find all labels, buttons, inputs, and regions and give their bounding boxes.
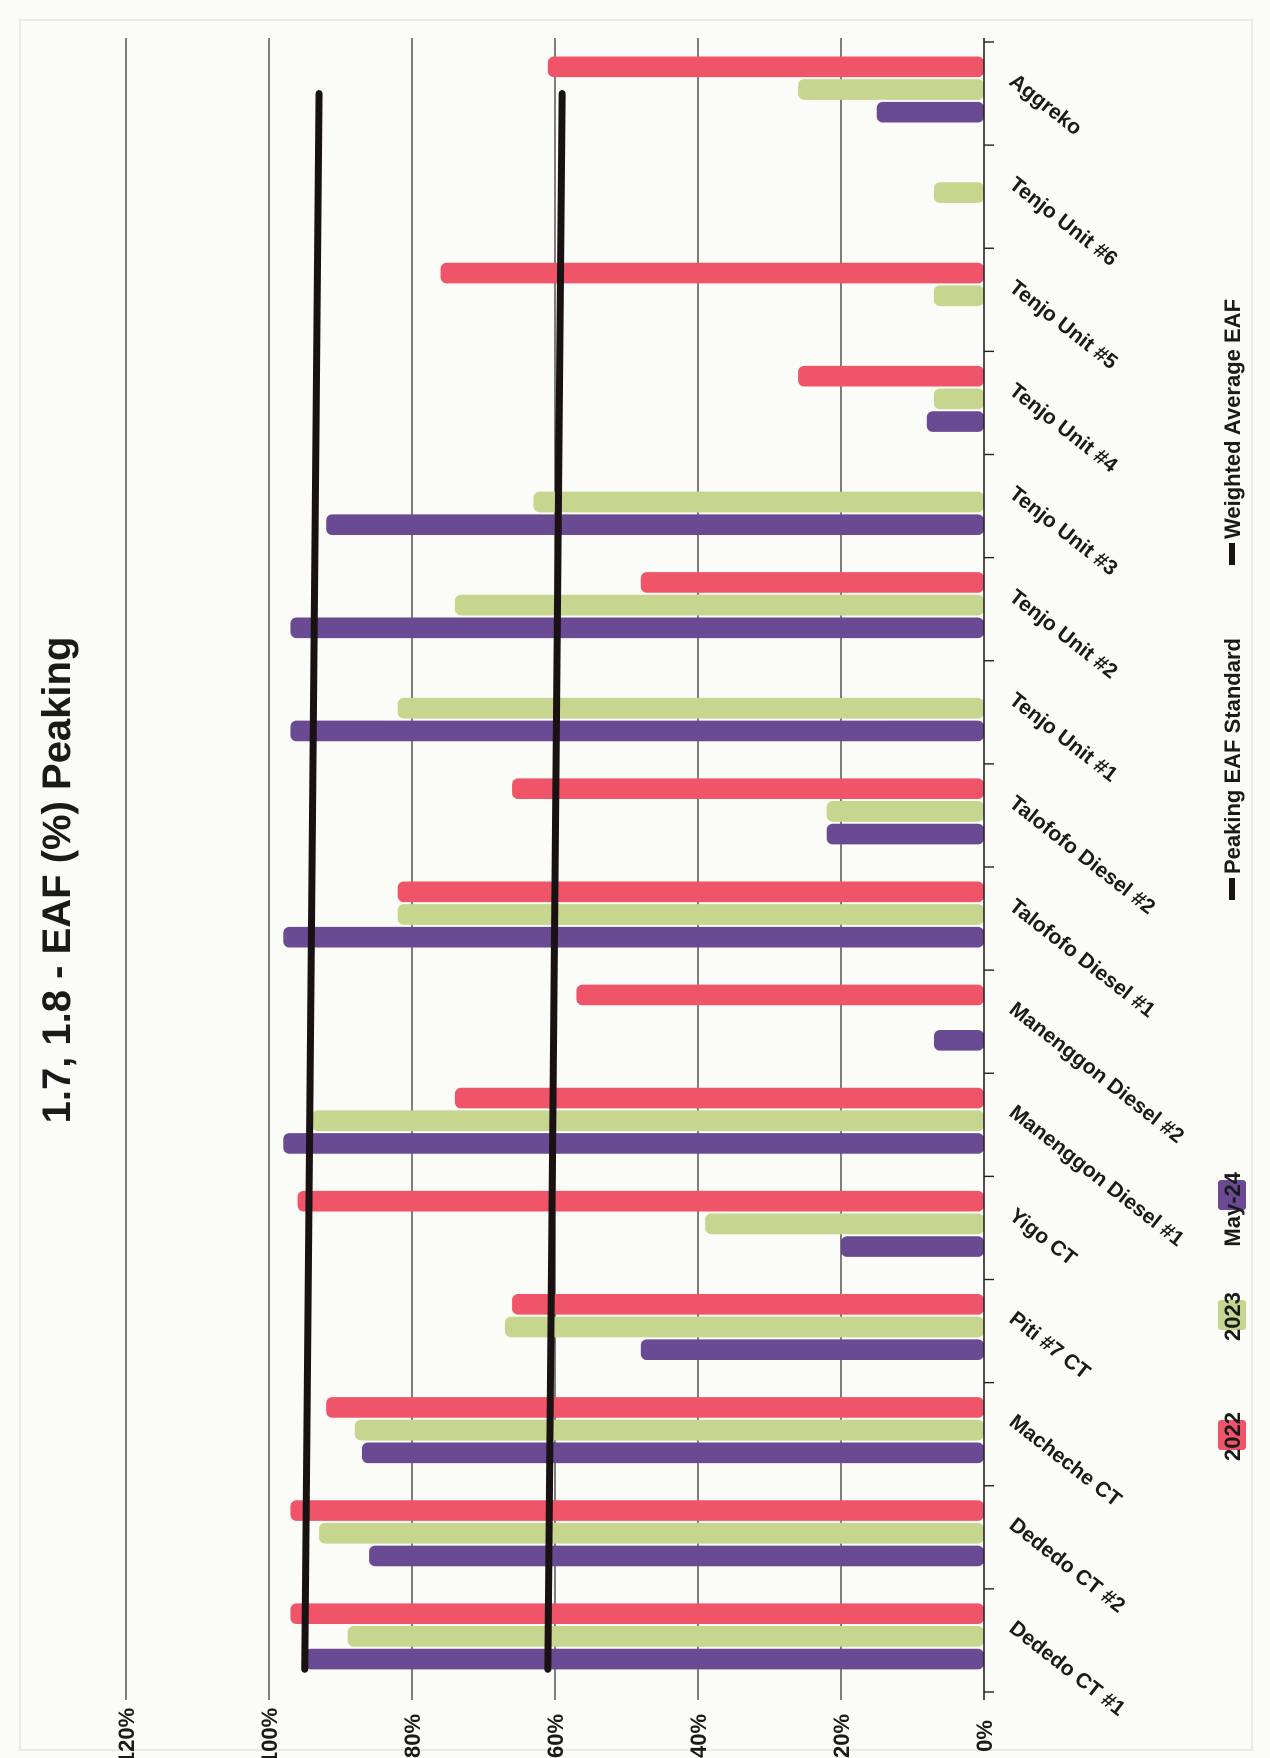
bar-2023-piti-7-ct — [504, 1316, 984, 1338]
bar-2023-tenjo-unit-1 — [397, 697, 984, 719]
bar-2023-yigo-ct — [705, 1213, 984, 1235]
bar-May-24-macheche-ct — [361, 1442, 984, 1464]
legend-label-line-1: Weighted Average EAF — [1220, 299, 1245, 539]
category-label: Tenjo Unit #3 — [1005, 482, 1122, 580]
bar-May-24-piti-7-ct — [640, 1339, 984, 1360]
category-label: Tenjo Unit #2 — [1005, 585, 1122, 683]
bar-2023-manenggon-diesel-1 — [311, 1110, 984, 1132]
bar-2023-talofofo-diesel-1 — [397, 904, 984, 925]
bar-2023-talofofo-diesel-2 — [826, 801, 984, 822]
bar-May-24-aggreko — [876, 101, 984, 123]
legend-label-2022: 2022 — [1220, 1412, 1245, 1461]
bar-2022-tenjo-unit-4 — [798, 365, 984, 387]
bar-2022-piti-7-ct — [512, 1293, 984, 1315]
bar-2022-manenggon-diesel-1 — [454, 1087, 984, 1109]
category-label: Tenjo Unit #1 — [1005, 688, 1122, 787]
legend-swatch-May-24 — [1218, 1180, 1246, 1210]
chart-title: 1.7, 1.8 - EAF (%) Peaking — [35, 637, 79, 1124]
line-peaking-eaf-standard — [301, 90, 323, 1673]
legend-label-line-0: Peaking EAF Standard — [1220, 638, 1245, 874]
bar-2022-aggreko — [547, 56, 984, 78]
tick-label-80: 80% — [400, 1714, 425, 1758]
bar-2022-dededo-ct-2 — [290, 1500, 984, 1521]
bar-May-24-yigo-ct — [841, 1236, 984, 1257]
category-label: Tenjo Unit #6 — [1005, 173, 1122, 271]
bar-2022-talofofo-diesel-1 — [397, 881, 984, 903]
bar-May-24-talofofo-diesel-2 — [826, 823, 984, 845]
line-weighted-average-eaf — [544, 90, 566, 1673]
bar-May-24-tenjo-unit-4 — [926, 411, 984, 432]
bar-2022-tenjo-unit-2 — [640, 572, 984, 593]
legend-label-2023: 2023 — [1220, 1292, 1245, 1341]
category-label: Dededo CT #1 — [1005, 1616, 1130, 1721]
category-label: Tenjo Unit #4 — [1005, 379, 1122, 478]
tick-label-40: 40% — [686, 1714, 711, 1758]
category-label: Dededo CT #2 — [1005, 1513, 1130, 1617]
bar-2023-tenjo-unit-6 — [933, 182, 984, 203]
bar-2022-tenjo-unit-5 — [440, 262, 985, 284]
legend-swatch-2023 — [1218, 1300, 1246, 1330]
bar-2023-tenjo-unit-3 — [533, 491, 984, 513]
bar-2022-yigo-ct — [297, 1190, 985, 1212]
bar-2023-dededo-ct-1 — [347, 1626, 984, 1647]
tick-label-20: 20% — [829, 1714, 854, 1758]
bar-2022-dededo-ct-1 — [290, 1603, 984, 1624]
bar-May-24-dededo-ct-2 — [369, 1545, 985, 1567]
bar-2023-tenjo-unit-4 — [933, 388, 984, 410]
category-label: Tenjo Unit #5 — [1005, 276, 1122, 375]
bar-2022-manenggon-diesel-2 — [576, 984, 984, 1006]
category-label: Macheche CT — [1005, 1410, 1126, 1512]
tick-label-100: 100% — [257, 1708, 282, 1758]
category-label: Aggreko — [1005, 69, 1086, 140]
category-label: Piti #7 CT — [1005, 1307, 1095, 1384]
bar-May-24-tenjo-unit-1 — [290, 720, 984, 742]
chart-border — [19, 19, 1253, 1751]
bar-2023-macheche-ct — [354, 1419, 984, 1441]
bar-2023-tenjo-unit-2 — [454, 594, 984, 616]
bar-2023-tenjo-unit-5 — [933, 285, 984, 307]
legend-swatch-2022 — [1218, 1420, 1246, 1450]
category-label: Talofofo Diesel #1 — [1005, 894, 1160, 1022]
bar-2023-dededo-ct-2 — [319, 1522, 984, 1544]
bar-May-24-tenjo-unit-2 — [290, 617, 984, 639]
tick-label-60: 60% — [543, 1714, 568, 1758]
bar-2022-talofofo-diesel-2 — [512, 778, 984, 799]
tick-label-0: 0% — [972, 1720, 997, 1752]
bar-2022-macheche-ct — [326, 1397, 984, 1418]
tick-label-120: 120% — [114, 1708, 139, 1758]
bar-May-24-talofofo-diesel-1 — [283, 926, 984, 948]
bar-May-24-manenggon-diesel-1 — [283, 1133, 984, 1154]
bar-2023-aggreko — [798, 79, 984, 100]
bar-May-24-tenjo-unit-3 — [326, 514, 984, 535]
bar-May-24-manenggon-diesel-2 — [933, 1029, 984, 1051]
legend-label-May-24: May-24 — [1220, 1171, 1245, 1246]
category-label: Yigo CT — [1005, 1204, 1081, 1271]
category-label: Talofofo Diesel #2 — [1005, 791, 1160, 919]
bar-May-24-dededo-ct-1 — [304, 1648, 984, 1670]
